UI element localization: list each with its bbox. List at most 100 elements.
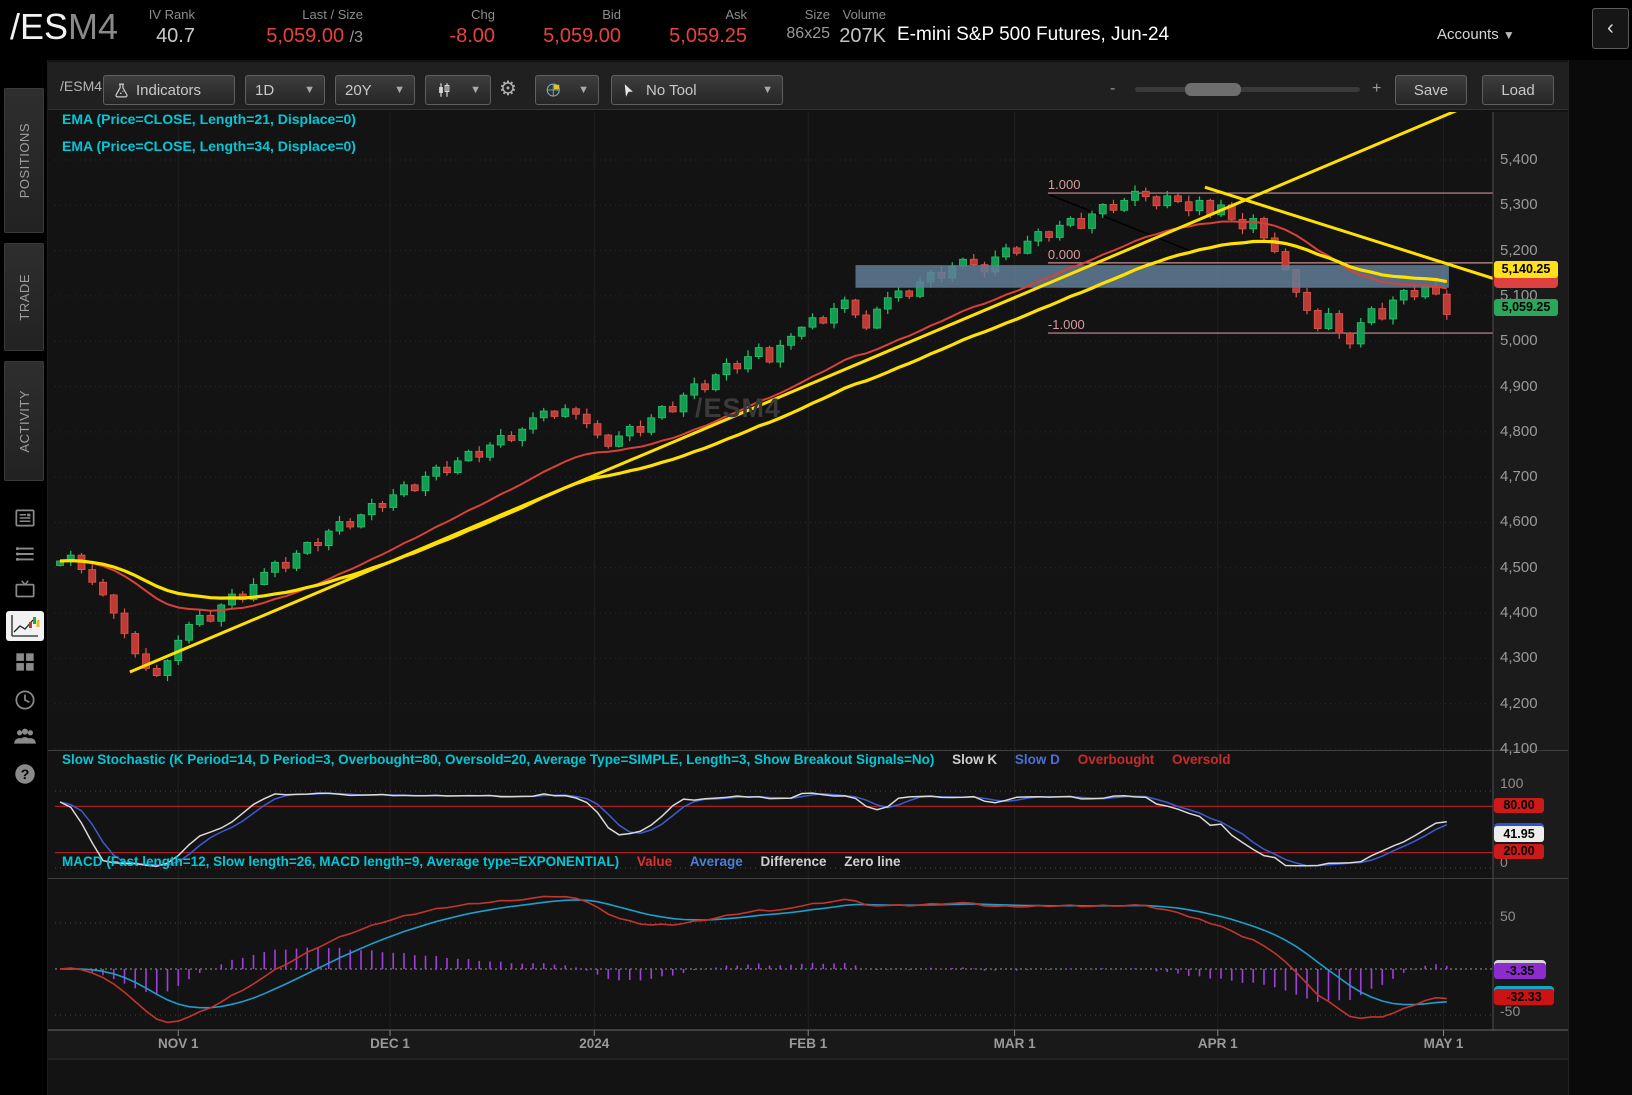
ema21-study-label[interactable]: EMA (Price=CLOSE, Length=21, Displace=0)	[62, 111, 356, 127]
price-tick-label: 5,400	[1500, 150, 1538, 168]
zoom-out-button[interactable]: -	[1110, 80, 1116, 97]
collapse-panel-button[interactable]: ‹	[1592, 8, 1629, 49]
price-tick-label: 5,300	[1500, 196, 1538, 214]
ema34-study-label[interactable]: EMA (Price=CLOSE, Length=34, Displace=0)	[62, 138, 356, 154]
gear-icon[interactable]: ⚙	[499, 78, 517, 100]
active-tool-dropdown[interactable]: No Tool ▼	[611, 75, 783, 105]
stoch-overbought-bubble: 80.00	[1494, 798, 1544, 813]
price-tick-label: 4,700	[1500, 468, 1538, 486]
sidebar-tab-positions[interactable]: POSITIONS	[4, 88, 44, 233]
price-tick-label: 4,400	[1500, 604, 1538, 622]
trendline-price-bubble: 5,140.25	[1494, 261, 1558, 278]
stoch-axis-0: 0	[1500, 854, 1508, 870]
stoch-legend-oversold: Oversold	[1171, 752, 1231, 767]
timeframe-dropdown[interactable]: 1D ▼	[245, 75, 325, 105]
sidebar-tab-activity[interactable]: ACTIVITY	[4, 361, 44, 481]
chart-icon[interactable]	[6, 611, 44, 641]
chevron-down-icon: ▼	[762, 84, 773, 96]
chevron-down-icon: ▼	[470, 84, 481, 96]
fib-level-label: 0.000	[1047, 246, 1081, 262]
volume-label: Volume	[842, 7, 886, 22]
iv-rank-value: 40.7	[156, 25, 195, 47]
help-icon[interactable]: ?	[12, 761, 38, 787]
time-axis-label: 2024	[579, 1036, 610, 1051]
accounts-dropdown[interactable]: Accounts ▼	[1437, 26, 1515, 43]
price-tick-label: 4,500	[1500, 558, 1538, 576]
price-tick-label: 5,000	[1500, 332, 1538, 350]
last-value: 5,059.00	[266, 25, 345, 47]
drawing-style-dropdown[interactable]: ▼	[535, 75, 599, 105]
load-button[interactable]: Load	[1482, 75, 1554, 105]
chevron-down-icon: ▼	[578, 84, 589, 96]
tv-icon[interactable]	[12, 577, 38, 603]
chart-panel: /ESM4 Indicators 1D ▼ 20Y ▼ ▼ ⚙	[48, 60, 1568, 1095]
iv-rank-label: IV Rank	[148, 7, 195, 22]
chart-type-dropdown[interactable]: ▼	[425, 75, 491, 105]
range-dropdown[interactable]: 20Y ▼	[335, 75, 415, 105]
ask-label: Ask	[725, 7, 747, 22]
grid-icon[interactable]	[12, 649, 38, 675]
community-icon[interactable]	[12, 723, 38, 749]
zoom-slider-thumb[interactable]	[1185, 83, 1241, 96]
time-axis-label: MAR 1	[993, 1036, 1036, 1051]
chart-canvas[interactable]: EMA (Price=CLOSE, Length=21, Displace=0)…	[48, 111, 1568, 1095]
bid-label: Bid	[602, 7, 621, 22]
time-axis-label: MAY 1	[1423, 1036, 1464, 1051]
chg-field: Chg -8.00	[425, 7, 495, 48]
drawing-style-icon	[545, 81, 563, 99]
macd-title[interactable]: MACD (Fast length=12, Slow length=26, MA…	[62, 854, 620, 869]
price-tick-label: 4,800	[1500, 422, 1538, 440]
chart-plot[interactable]	[48, 112, 1568, 1095]
macd-title-row: MACD (Fast length=12, Slow length=26, MA…	[62, 854, 901, 869]
bid-field: Bid 5,059.00	[525, 7, 621, 48]
stoch-oversold-bubble: 20.00	[1494, 844, 1544, 859]
left-sidebar: POSITIONS TRADE ACTIVITY ?	[0, 60, 48, 1095]
fib-level-label: 1.000	[1047, 177, 1081, 193]
chevron-down-icon: ▼	[304, 84, 315, 96]
collapsed-right-panel	[1568, 60, 1632, 1095]
indicators-button[interactable]: Indicators	[103, 75, 235, 105]
macd-difference-bubble: -3.35	[1494, 963, 1546, 979]
last-size-label: Last / Size	[302, 7, 363, 22]
size-field: Size 86x25	[765, 7, 830, 43]
fib-level-label: -1.000	[1047, 317, 1085, 333]
history-clock-icon[interactable]	[12, 687, 38, 713]
stoch-legend-slow-k: Slow K	[952, 752, 998, 767]
macd-value-bubble: -32.33	[1494, 989, 1554, 1005]
stochastic-title[interactable]: Slow Stochastic (K Period=14, D Period=3…	[62, 752, 935, 767]
chg-label: Chg	[471, 7, 495, 22]
price-tick-label: 4,100	[1500, 740, 1538, 757]
zoom-slider[interactable]	[1135, 83, 1360, 96]
time-axis-label: DEC 1	[370, 1036, 410, 1051]
macd-legend-difference: Difference	[760, 854, 827, 869]
chg-value: -8.00	[449, 25, 495, 47]
sidebar-tab-trade[interactable]: TRADE	[4, 243, 44, 351]
macd-legend-average: Average	[689, 854, 743, 869]
zoom-in-button[interactable]: +	[1372, 80, 1382, 97]
macd-legend-value: Value	[636, 854, 673, 869]
stoch-current-bubble: 41.95	[1494, 826, 1544, 842]
size-label: Size	[804, 7, 830, 22]
news-icon[interactable]	[12, 505, 38, 531]
watchlist-icon[interactable]	[12, 541, 38, 567]
collapse-chevron-icon: ‹	[1607, 17, 1614, 39]
time-axis-label: APR 1	[1197, 1036, 1238, 1051]
toolbar-symbol-label: /ESM4	[60, 78, 103, 94]
price-tick-label: 4,300	[1500, 649, 1538, 667]
iv-rank-field: IV Rank 40.7	[125, 7, 195, 48]
price-tick-label: 4,600	[1500, 513, 1538, 531]
last-price-bubble: 5,059.25	[1494, 299, 1558, 316]
price-tick-label: 4,900	[1500, 377, 1538, 395]
chevron-down-icon: ▼	[394, 84, 405, 96]
volume-field: Volume 207K	[838, 7, 886, 48]
indicators-flask-icon	[113, 82, 130, 99]
time-axis-label: FEB 1	[789, 1036, 828, 1051]
size-value: 86x25	[786, 25, 830, 42]
stoch-legend-overbought: Overbought	[1077, 752, 1155, 767]
save-button[interactable]: Save	[1395, 75, 1467, 105]
bid-value: 5,059.00	[543, 25, 621, 47]
accounts-chevron-icon: ▼	[1502, 28, 1515, 42]
svg-text:?: ?	[21, 766, 30, 782]
macd-legend-zero-line: Zero line	[844, 854, 901, 869]
